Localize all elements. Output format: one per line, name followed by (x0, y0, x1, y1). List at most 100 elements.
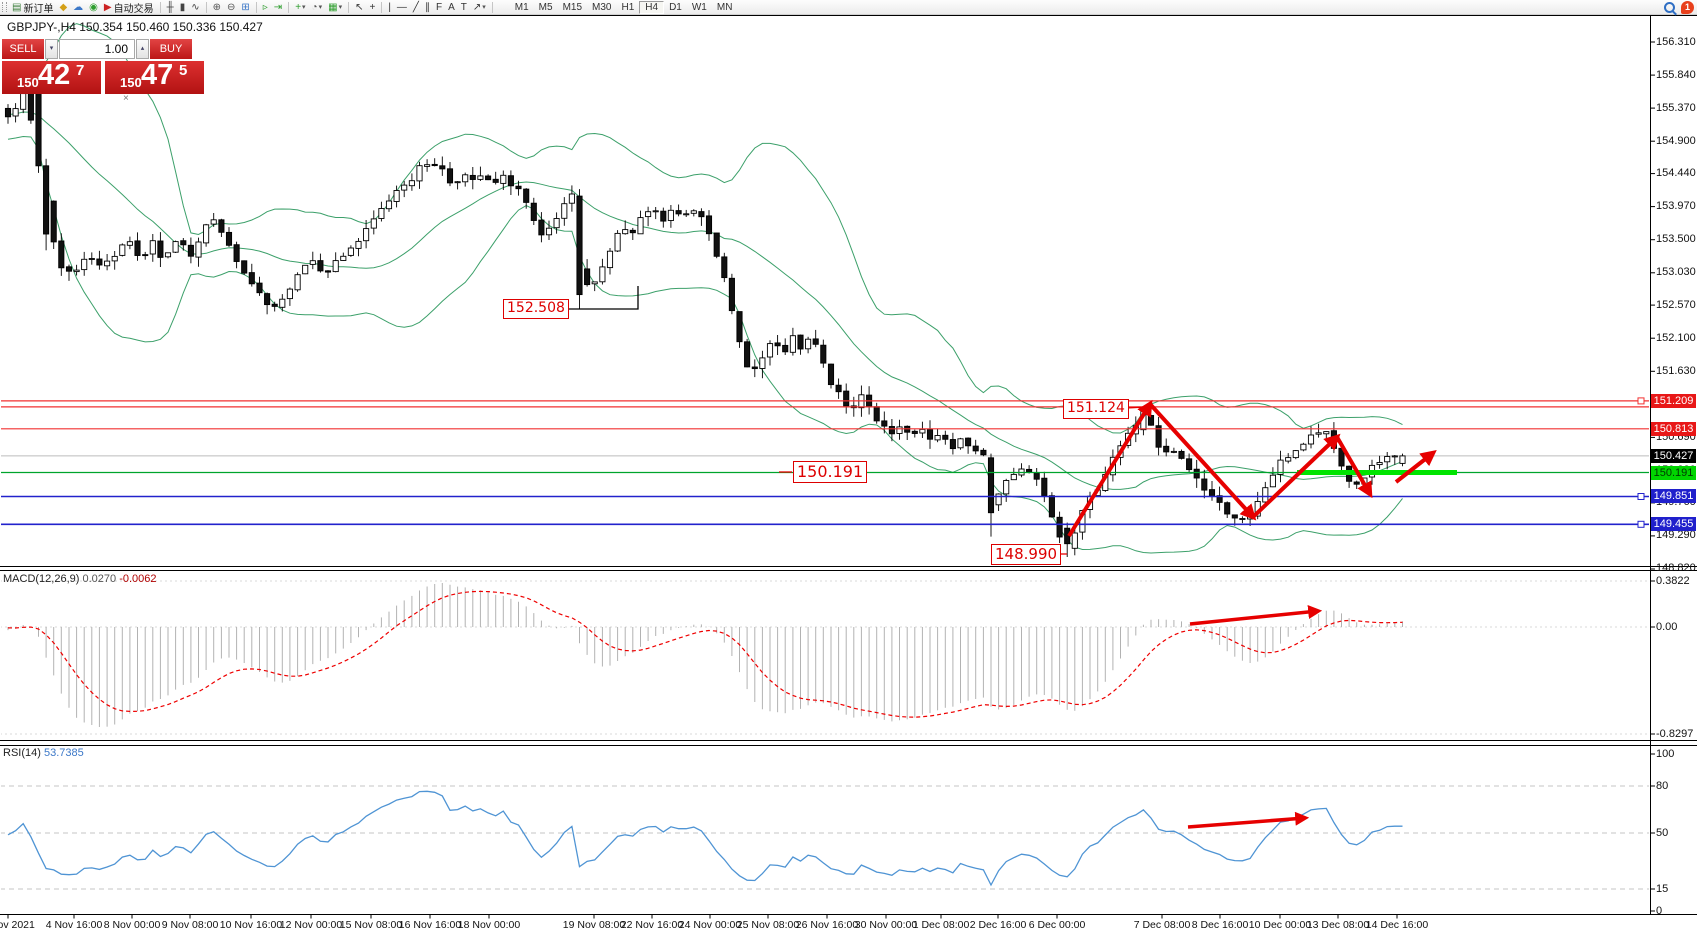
time-axis-label: 14 Dec 16:00 (1365, 919, 1429, 931)
macd-pane (1, 580, 1649, 735)
periods-button[interactable]: ◔ ▾ (309, 1, 326, 14)
timeframe-h1[interactable]: H1 (621, 1, 635, 13)
arrows-button[interactable]: ↗ ▾ (470, 1, 489, 14)
macd-trend-arrow (1189, 605, 1323, 626)
arrows-icon: ↗ (472, 1, 482, 13)
toolbar-separator (205, 1, 207, 13)
chevron-down-icon: ▾ (318, 4, 323, 11)
rsi-axis-tick: 100 (1656, 747, 1675, 760)
time-axis-label: 1 Dec 08:00 (912, 919, 970, 931)
search-icon[interactable] (1664, 1, 1675, 13)
timeframe-w1[interactable]: W1 (691, 1, 707, 13)
macd-axis-tick: 0.00 (1656, 620, 1678, 633)
trend-zigzag-arrow (1335, 435, 1373, 499)
zoom-out-button[interactable]: ⊖ (224, 1, 238, 14)
cursor-button[interactable]: ↖ (352, 1, 366, 14)
tile-windows-button[interactable]: ⊞ (238, 1, 252, 14)
mql5-community-icon: ☁ (73, 1, 84, 13)
rsi-pane (1, 785, 1649, 890)
price-callout[interactable]: 151.124 (1063, 399, 1129, 419)
price-callout[interactable]: 152.508 (503, 299, 569, 319)
volume-input[interactable] (59, 39, 135, 59)
autotrading-button-label: 自动交易 (113, 3, 154, 15)
candlestick-chart-button[interactable]: ▮ (177, 1, 189, 14)
trend-zigzag-arrow (1251, 433, 1341, 519)
fibonacci-button[interactable]: F (433, 1, 445, 14)
price-callout[interactable]: 150.191 (793, 461, 868, 483)
price-axis-marker: 150.813 (1651, 421, 1696, 436)
toolbar-grip[interactable] (2, 2, 7, 12)
periods-icon: ◔ (311, 1, 318, 13)
bar-chart-button[interactable]: ╫ (164, 1, 177, 14)
templates-button[interactable]: ▦ ▾ (325, 1, 345, 14)
price-axis-tick: 155.840 (1656, 68, 1696, 81)
autotrading-button[interactable]: ▶ 自动交易 (101, 1, 157, 15)
sell-price-small: 150 (17, 75, 39, 90)
market-icon-button[interactable]: ◆ (56, 1, 70, 14)
price-axis-marker: 149.851 (1651, 489, 1696, 504)
sell-button[interactable]: SELL (2, 39, 44, 59)
timeframe-m30[interactable]: M30 (592, 1, 612, 13)
signals-icon-button[interactable]: ◉ (86, 1, 101, 14)
equidistant-channel-button[interactable]: ∥ (422, 1, 433, 14)
trend-zigzag-arrow (1067, 399, 1153, 538)
price-axis-tick: 151.630 (1656, 364, 1696, 377)
chevron-down-icon: ▾ (482, 4, 486, 11)
new-chart-button[interactable]: + ▾ (292, 1, 308, 14)
time-axis-label: 10 Dec 00:00 (1248, 919, 1312, 931)
timeframe-mn[interactable]: MN (716, 1, 733, 13)
price-axis-tick: 148.820 (1656, 562, 1696, 575)
timeframe-m5[interactable]: M5 (538, 1, 553, 13)
macd-axis-tick: 0.3822 (1656, 574, 1690, 587)
chart-shift-icon: ⇥ (273, 1, 283, 13)
time-axis-label: 6 Dec 00:00 (1028, 919, 1086, 931)
crosshair-button[interactable]: + (366, 1, 378, 14)
mql5-community-button[interactable]: ☁ (70, 1, 86, 14)
timeframe-h4[interactable]: H4 (639, 0, 665, 14)
new-order-button[interactable]: ▤ 新订单 (9, 1, 56, 15)
price-axis-tick: 153.970 (1656, 200, 1696, 213)
vertical-line-button[interactable]: | (385, 1, 394, 14)
time-axis-label: 24 Nov 00:00 (678, 919, 742, 931)
time-axis-label: 26 Nov 16:00 (795, 919, 859, 931)
price-axis-marker: 149.455 (1651, 517, 1696, 532)
horizontal-line-button[interactable]: — (394, 1, 410, 14)
bar-chart-icon: ╫ (166, 1, 174, 13)
macd-axis-tick: -0.8297 (1656, 727, 1694, 740)
buy-price-display[interactable]: 150 47 5 (105, 59, 204, 94)
zoom-in-button[interactable]: ⊕ (210, 1, 224, 14)
zoom-in-icon: ⊕ (212, 1, 221, 13)
toolbar-separator (381, 1, 383, 13)
bollinger-middle-line (7, 111, 1403, 490)
volume-increase-button[interactable] (136, 39, 149, 59)
chart-shift-button[interactable]: ⇥ (271, 1, 285, 14)
time-axis-label: 16 Nov 16:00 (398, 919, 462, 931)
timeframe-toolbar: M1 M5 M15 M30 H1 H4 D1 W1 MN (510, 0, 738, 14)
volume-decrease-button[interactable] (45, 39, 58, 59)
price-axis-marker: 150.427 (1651, 448, 1696, 463)
timeframe-d1[interactable]: D1 (669, 1, 682, 13)
timeframe-m15[interactable]: M15 (562, 1, 583, 13)
notification-badge[interactable]: 1 (1681, 0, 1694, 14)
toolbar-separator (491, 1, 493, 13)
rsi-indicator-label: RSI(14) 53.7385 (3, 747, 84, 759)
text-button[interactable]: A (445, 1, 458, 14)
time-axis-label: 30 Nov 00:00 (854, 919, 918, 931)
sell-price-display[interactable]: 150 42 7 (2, 59, 101, 94)
trendline-button[interactable]: ╱ (410, 1, 422, 14)
price-callout[interactable]: 148.990 (991, 544, 1062, 565)
time-axis-label: 10 Nov 16:00 (219, 919, 283, 931)
text-label-button[interactable]: T (458, 1, 470, 14)
price-axis-tick: 155.370 (1656, 101, 1696, 114)
timeframe-m1[interactable]: M1 (514, 1, 529, 13)
chart-window: GBPJPY-,H4 150.354 150.460 150.336 150.4… (0, 15, 1697, 937)
auto-scroll-button[interactable]: ▹ (260, 1, 271, 14)
new-order-icon: ▤ (12, 1, 22, 13)
rsi-line (7, 790, 1403, 887)
macd-indicator-label: MACD(12,26,9) 0.0270 -0.0062 (3, 573, 157, 585)
zoom-out-icon: ⊖ (226, 1, 236, 13)
buy-button[interactable]: BUY (150, 39, 192, 59)
line-chart-button[interactable]: ∿ (188, 1, 202, 14)
time-axis-label: 12 Nov 00:00 (279, 919, 343, 931)
